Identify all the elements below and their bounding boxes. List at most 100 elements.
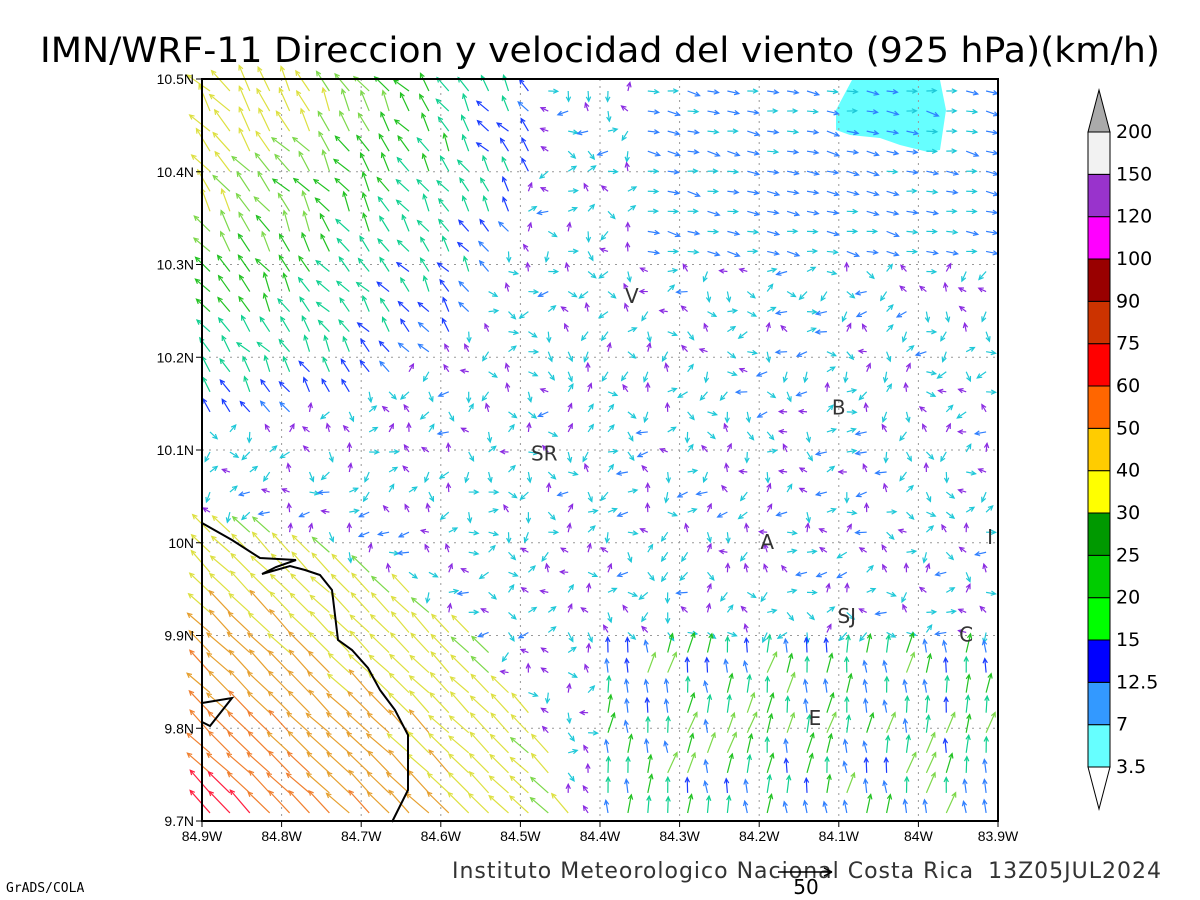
wind-vector: [587, 150, 596, 161]
wind-vector: [346, 731, 370, 754]
wind-vector: [764, 471, 771, 484]
wind-vector: [647, 773, 654, 794]
wind-vector: [922, 678, 928, 693]
wind-vector: [528, 205, 538, 212]
wind-vector: [456, 159, 470, 172]
wind-vector: [556, 491, 569, 497]
wind-vector: [323, 334, 330, 352]
wind-vector: [368, 654, 390, 674]
wind-vector: [286, 711, 310, 734]
wind-vector: [777, 428, 788, 435]
wind-vector: [886, 531, 895, 541]
wind-vector: [206, 752, 231, 774]
wind-vector: [541, 551, 549, 563]
wind-vector: [430, 613, 450, 633]
wind-vector: [260, 378, 271, 393]
legend-label: 25: [1116, 544, 1140, 566]
wind-vector: [508, 571, 519, 577]
wind-vector: [249, 589, 271, 613]
wind-vector: [408, 362, 415, 373]
wind-vector: [409, 654, 430, 674]
wind-vector: [470, 635, 490, 653]
wind-vector: [775, 511, 788, 517]
wind-vector: [685, 675, 691, 693]
wind-vector: [359, 359, 370, 373]
wind-vector: [188, 629, 211, 653]
wind-vector: [523, 531, 529, 544]
wind-vector: [250, 555, 271, 573]
wind-vector: [639, 528, 649, 534]
wind-vector: [906, 484, 914, 493]
wind-vector: [966, 248, 978, 255]
wind-vector: [517, 631, 529, 639]
wind-vector: [774, 310, 788, 316]
wind-vector: [806, 713, 812, 733]
wind-vector: [540, 647, 549, 654]
wind-vector: [488, 544, 496, 553]
wind-vector: [846, 409, 858, 415]
coastline: [201, 522, 409, 823]
wind-vector: [349, 630, 370, 653]
wind-vector: [866, 109, 879, 115]
wind-vector: [802, 678, 809, 693]
wind-vector: [795, 391, 808, 397]
wind-vector: [844, 582, 850, 593]
wind-vector: [806, 752, 814, 774]
wind-vector: [406, 421, 412, 432]
wind-vector: [886, 110, 900, 116]
wind-vector: [541, 444, 549, 453]
wind-vector: [627, 204, 637, 212]
wind-vector: [282, 355, 291, 372]
wind-vector: [477, 631, 489, 638]
wind-vector: [706, 532, 712, 544]
wind-vector: [566, 712, 572, 725]
wind-vector: [450, 654, 470, 673]
wind-vector: [886, 351, 892, 363]
wind-vector: [362, 491, 370, 503]
wind-vector: [260, 488, 270, 494]
wind-vector: [786, 170, 800, 176]
wind-vector: [547, 606, 557, 613]
wind-vector: [623, 282, 629, 292]
wind-vector: [315, 70, 330, 92]
wind-vector: [247, 710, 271, 734]
wind-vector: [702, 271, 709, 283]
wind-vector: [436, 262, 450, 272]
wind-vector: [186, 672, 211, 694]
wind-vector: [357, 531, 370, 538]
wind-vector: [497, 221, 509, 232]
wind-vector: [786, 774, 792, 793]
wind-vector: [958, 546, 967, 553]
legend-swatch: [1087, 216, 1111, 260]
wind-vector: [926, 268, 938, 275]
wind-vector: [765, 351, 772, 364]
wind-vector: [720, 591, 728, 602]
wind-vector: [437, 391, 450, 397]
wind-vector: [866, 228, 879, 235]
wind-vector: [417, 321, 430, 333]
wind-vector: [687, 190, 701, 198]
wind-vector: [364, 471, 370, 483]
wind-vector: [326, 692, 350, 714]
wind-vector: [235, 192, 251, 212]
wind-vector: [663, 491, 670, 504]
wind-vector: [360, 338, 370, 353]
wind-vector: [985, 250, 999, 256]
wind-vector: [217, 274, 231, 292]
wind-vector: [458, 301, 470, 313]
wind-vector: [747, 189, 760, 196]
wind-vector: [567, 772, 575, 783]
wind-vector: [356, 134, 370, 152]
wind-vector: [766, 712, 774, 733]
wind-vector: [906, 108, 918, 114]
wind-vector: [501, 175, 510, 192]
wind-vector: [442, 132, 450, 152]
wind-vector: [419, 93, 430, 112]
wind-vector: [977, 287, 987, 293]
wind-vector: [945, 491, 956, 499]
wind-vector: [940, 451, 947, 463]
wind-vector: [282, 209, 291, 232]
wind-vector: [257, 510, 270, 516]
wind-vector: [783, 737, 789, 753]
